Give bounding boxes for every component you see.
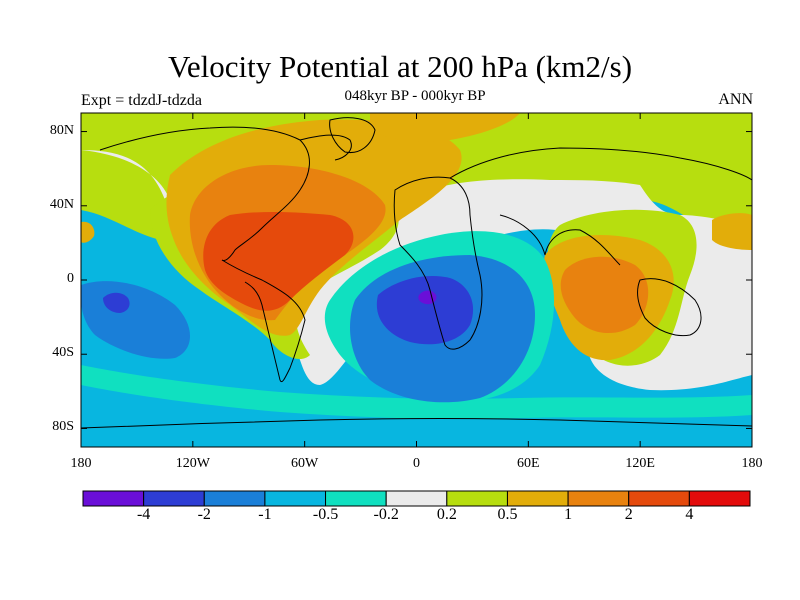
season-label: ANN: [718, 91, 753, 108]
colorbar-box: [688, 490, 751, 507]
band-gold-westedge: [81, 221, 95, 243]
colorbar-box: [203, 490, 266, 507]
colorbar-level-label: 0.5: [497, 506, 518, 523]
colorbar-box: [446, 490, 508, 507]
band-cyan-antarctic: [81, 420, 752, 447]
lat-tick-label: 40N: [49, 196, 74, 212]
colorbar-level-label: 0.2: [436, 506, 457, 523]
colorbar-box: [385, 490, 448, 507]
lon-tick-label: 120W: [175, 456, 210, 471]
colorbar-box: [628, 490, 690, 507]
plot-title: Velocity Potential at 200 hPa (km2/s): [167, 49, 633, 84]
band-violet-africa: [418, 290, 437, 305]
lat-tick-label: 0: [67, 271, 74, 286]
colorbar-level-label: -0.5: [312, 506, 339, 523]
colorbar-level-label: -4: [136, 506, 151, 523]
band-redorange-americas: [203, 211, 354, 311]
band-orange-indian: [560, 256, 649, 334]
colorbar-box: [325, 490, 387, 507]
colorbar-level-label: 4: [685, 506, 694, 523]
colorbar-box: [143, 490, 205, 507]
colorbar-box: [506, 490, 569, 507]
lon-tick-label: 120E: [625, 456, 655, 471]
colorbar-level-label: 1: [564, 506, 573, 523]
lon-tick-label: 0: [413, 456, 420, 471]
plot-subtitle: 048kyr BP - 000kyr BP: [344, 88, 486, 104]
colorbar-box: [567, 490, 630, 507]
colorbar-level-label: 2: [624, 506, 633, 523]
contour-field: [81, 113, 752, 447]
lon-tick-label: 180: [741, 456, 763, 471]
lon-tick-label: 60W: [291, 456, 319, 471]
colorbar-level-label: -1: [258, 506, 272, 523]
band-gold-pacific: [712, 213, 752, 250]
tick-marks: [80, 113, 753, 447]
band-teal-southern: [81, 365, 752, 419]
colorbar-level-label: -2: [197, 506, 211, 523]
lon-tick-label: 180: [70, 456, 92, 471]
colorbar-box: [264, 490, 327, 507]
band-deepblue-pacific: [103, 292, 130, 313]
lat-tick-label: 40S: [52, 345, 74, 361]
experiment-label: Expt = tdzdJ-tdzda: [81, 92, 202, 109]
colorbar-box: [82, 490, 145, 507]
colorbar-level-label: -0.2: [373, 506, 399, 523]
band-gold-arctic: [370, 113, 520, 142]
lat-tick-label: 80N: [49, 122, 74, 138]
lat-tick-label: 80S: [52, 419, 74, 435]
lon-tick-label: 60E: [517, 456, 540, 471]
coastlines: [81, 117, 752, 429]
band-deepblue-africa: [376, 275, 474, 345]
